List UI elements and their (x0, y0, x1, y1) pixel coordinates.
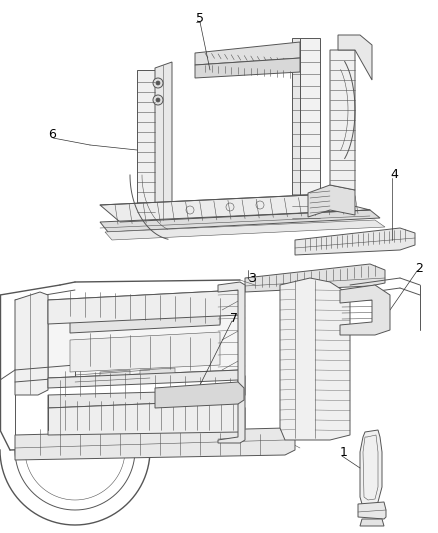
Polygon shape (48, 290, 240, 324)
Text: 7: 7 (230, 311, 238, 325)
Polygon shape (308, 185, 355, 217)
Polygon shape (195, 58, 300, 78)
Polygon shape (155, 62, 172, 220)
Polygon shape (330, 50, 355, 190)
Polygon shape (280, 278, 350, 440)
Polygon shape (295, 228, 415, 255)
Polygon shape (15, 428, 295, 460)
Text: 1: 1 (340, 447, 348, 459)
Polygon shape (292, 38, 300, 220)
Polygon shape (195, 42, 300, 65)
Polygon shape (70, 332, 220, 372)
Polygon shape (155, 382, 244, 408)
Circle shape (156, 81, 160, 85)
Polygon shape (137, 70, 155, 220)
Text: 4: 4 (390, 168, 398, 182)
Polygon shape (48, 370, 245, 408)
Circle shape (384, 298, 386, 302)
Polygon shape (100, 195, 370, 222)
Polygon shape (218, 282, 245, 443)
Polygon shape (100, 370, 130, 384)
Polygon shape (140, 368, 175, 382)
Circle shape (384, 313, 386, 317)
Text: 5: 5 (196, 12, 204, 25)
Circle shape (153, 78, 163, 88)
Circle shape (156, 98, 160, 102)
Text: 3: 3 (248, 271, 256, 285)
Polygon shape (70, 310, 220, 333)
Polygon shape (105, 220, 385, 240)
Polygon shape (360, 519, 384, 526)
Polygon shape (360, 430, 382, 506)
Polygon shape (15, 292, 48, 395)
Circle shape (153, 95, 163, 105)
Polygon shape (48, 290, 240, 378)
Polygon shape (100, 210, 380, 232)
Polygon shape (340, 285, 390, 335)
Polygon shape (358, 502, 386, 519)
Polygon shape (338, 35, 372, 80)
Text: 2: 2 (415, 262, 423, 274)
Polygon shape (245, 264, 385, 292)
Text: 6: 6 (48, 128, 56, 141)
Polygon shape (48, 400, 245, 435)
Polygon shape (300, 38, 320, 220)
